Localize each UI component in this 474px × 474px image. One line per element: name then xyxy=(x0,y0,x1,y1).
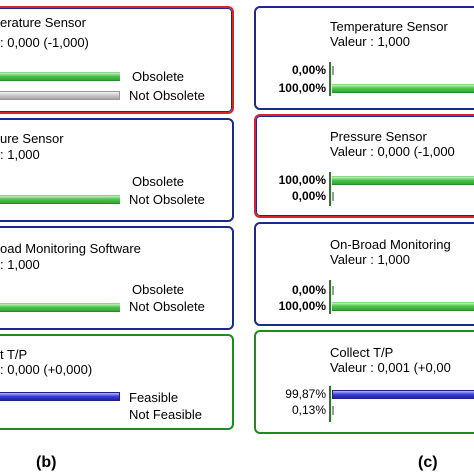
percent-label: 100,00% xyxy=(278,81,326,95)
percent-label: 100,00% xyxy=(278,173,326,187)
bar-axis xyxy=(329,62,331,96)
node-b-collect-tp[interactable]: t T/P : 0,000 (+0,000) Feasible Not Feas… xyxy=(0,334,234,430)
node-title: Pressure Sensor xyxy=(330,129,427,144)
bar-state-1 xyxy=(332,390,474,399)
state-label: Obsolete xyxy=(132,69,185,84)
node-value: : 0,000 (+0,000) xyxy=(0,362,93,377)
node-value: : 0,000 (-1,000) xyxy=(0,35,89,50)
bar-state-1 xyxy=(332,66,474,75)
node-value: Valeur : 0,000 (-1,000 xyxy=(330,144,455,159)
node-b-temperature-sensor[interactable]: erature Sensor : 0,000 (-1,000) Obsolete… xyxy=(0,6,234,114)
bar-state-2 xyxy=(332,192,474,201)
percent-label: 99,87% xyxy=(285,387,326,401)
bar-state-2 xyxy=(332,406,474,415)
caption-c: (c) xyxy=(418,454,438,471)
bar-state-2 xyxy=(332,84,474,93)
bar-feasible xyxy=(0,392,120,401)
percent-label: 0,00% xyxy=(291,283,326,297)
bar-state-1 xyxy=(332,286,474,295)
node-title: t T/P xyxy=(0,347,28,362)
node-c-temperature-sensor[interactable]: Temperature Sensor Valeur : 1,000 0,00% … xyxy=(254,6,474,110)
state-label: Obsolete xyxy=(132,282,185,297)
node-title: Temperature Sensor xyxy=(330,19,448,34)
bar-state-2 xyxy=(332,302,474,311)
bar-axis xyxy=(329,280,331,314)
node-title: On-Broad Monitoring xyxy=(330,237,451,252)
bar-obsolete xyxy=(0,178,120,187)
state-label: Feasible xyxy=(129,390,179,405)
node-b-monitoring-software[interactable]: oad Monitoring Software : 1,000 Obsolete… xyxy=(0,226,234,330)
bar-not-obsolete xyxy=(0,303,120,312)
bar-not-feasible xyxy=(0,411,120,420)
state-label: Not Feasible xyxy=(129,407,202,422)
node-value: : 1,000 xyxy=(0,257,40,272)
node-value: Valeur : 1,000 xyxy=(330,34,410,49)
bar-axis xyxy=(329,172,331,206)
bar-axis xyxy=(329,386,331,422)
state-label: Obsolete xyxy=(132,174,185,189)
node-title: Collect T/P xyxy=(330,345,394,360)
bar-obsolete xyxy=(0,72,120,81)
node-c-pressure-sensor[interactable]: Pressure Sensor Valeur : 0,000 (-1,000 1… xyxy=(254,114,474,218)
node-value: Valeur : 0,001 (+0,00 xyxy=(330,360,451,375)
node-title: oad Monitoring Software xyxy=(0,241,141,256)
node-c-collect-tp[interactable]: Collect T/P Valeur : 0,001 (+0,00 99,87%… xyxy=(254,330,474,434)
state-label: Not Obsolete xyxy=(129,88,205,103)
bar-not-obsolete xyxy=(0,91,120,100)
node-value: Valeur : 1,000 xyxy=(330,252,410,267)
node-title: erature Sensor xyxy=(0,15,86,30)
state-label: Not Obsolete xyxy=(129,299,205,314)
bar-obsolete xyxy=(0,286,120,295)
caption-b: (b) xyxy=(36,454,57,471)
bar-state-1 xyxy=(332,176,474,185)
node-c-monitoring[interactable]: On-Broad Monitoring Valeur : 1,000 0,00%… xyxy=(254,222,474,326)
node-value: : 1,000 xyxy=(0,147,40,162)
node-title: ure Sensor xyxy=(0,131,64,146)
node-b-pressure-sensor[interactable]: ure Sensor : 1,000 Obsolete Not Obsolete xyxy=(0,118,234,222)
percent-label: 100,00% xyxy=(278,299,326,313)
percent-label: 0,00% xyxy=(291,189,326,203)
percent-label: 0,00% xyxy=(291,63,326,77)
bar-not-obsolete xyxy=(0,195,120,204)
state-label: Not Obsolete xyxy=(129,192,205,207)
percent-label: 0,13% xyxy=(291,403,326,417)
